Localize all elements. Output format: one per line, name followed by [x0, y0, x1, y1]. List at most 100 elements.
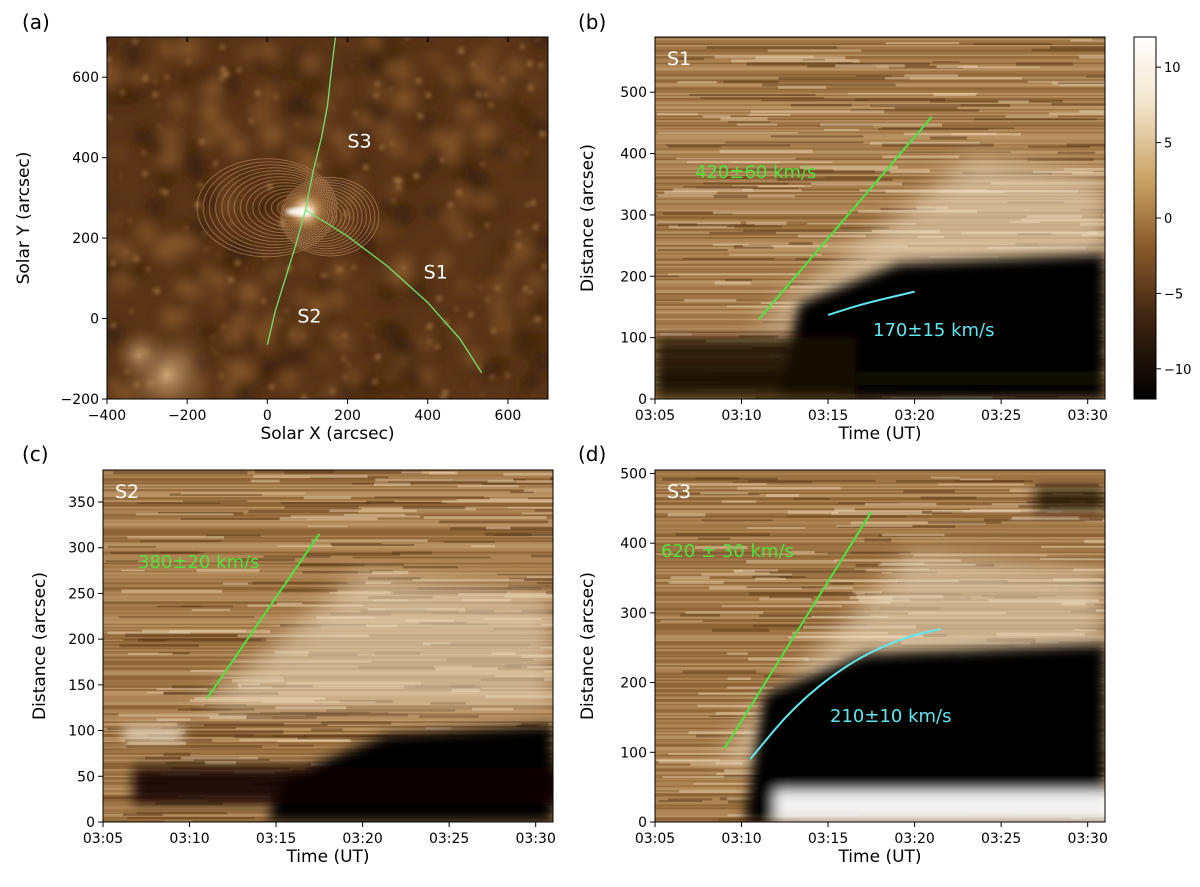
streak	[655, 160, 1105, 162]
network-cell	[298, 257, 310, 269]
streak-dash	[671, 483, 767, 486]
bright-point	[440, 394, 446, 399]
streak	[655, 54, 1105, 57]
streak-dash	[674, 552, 761, 555]
streak-dash	[762, 83, 896, 87]
axes-panel-b: 03:05 03:10 03:15 03:20 03:25 03:30 0 100 200 300…	[578, 10, 1108, 444]
network-cell	[302, 74, 324, 97]
streak	[655, 484, 1105, 487]
plot-frame	[654, 469, 1106, 823]
bright-point	[352, 265, 356, 270]
panel-label: (c)	[22, 442, 49, 466]
streak	[655, 548, 1105, 551]
speed-label: 380±20 km/s	[138, 552, 259, 573]
x-axis-label: Time (UT)	[837, 847, 921, 867]
y-tick-label: 350	[68, 495, 95, 511]
streak-dash	[998, 100, 1029, 104]
streak-dash	[927, 521, 1002, 524]
streak-dash	[127, 741, 186, 745]
network-cell	[293, 68, 305, 80]
bright-point	[146, 267, 151, 271]
streak-dash	[472, 707, 514, 711]
network-cell	[355, 284, 364, 292]
streak-dash	[158, 652, 190, 655]
y-tick-label: 400	[72, 151, 99, 167]
streak-dash	[746, 586, 825, 588]
network-cell	[188, 217, 211, 241]
network-cell	[295, 133, 314, 152]
streak-dash	[232, 558, 296, 562]
network-cell	[362, 342, 374, 355]
streak	[655, 519, 1105, 522]
network-cell	[319, 276, 336, 292]
streak-dash	[855, 98, 946, 102]
streak-dash	[387, 480, 517, 484]
bright-point	[175, 117, 179, 121]
streak	[655, 562, 1105, 565]
streak-dash	[168, 629, 271, 634]
streak	[103, 593, 553, 595]
streak-dash	[443, 540, 496, 543]
streak-dash	[736, 486, 841, 490]
streak-dash	[697, 537, 731, 540]
bright-point	[336, 267, 343, 273]
bright-point	[481, 394, 484, 397]
streak-dash	[140, 540, 222, 543]
streak	[103, 719, 553, 722]
network-cell	[397, 356, 408, 368]
streak-dash	[1048, 112, 1105, 116]
bright-point	[396, 185, 402, 191]
streak-dash	[733, 569, 779, 572]
streak-dash	[118, 616, 255, 618]
bright-point	[128, 218, 132, 222]
streak	[655, 206, 1105, 209]
streak	[655, 505, 1105, 507]
streak-dash	[657, 223, 697, 226]
streak-dash	[787, 510, 923, 514]
streak-dash	[135, 513, 234, 516]
streak	[103, 732, 553, 735]
network-cell	[344, 370, 361, 386]
network-cell	[147, 197, 165, 215]
streak	[103, 481, 553, 483]
network-cell	[511, 146, 519, 155]
network-cell	[517, 386, 524, 394]
bright-point	[236, 68, 242, 73]
streak-dash	[807, 222, 916, 225]
streak	[655, 126, 1105, 129]
bright-base	[775, 790, 1105, 822]
slit-s2	[266, 209, 307, 345]
network-cell	[416, 41, 427, 52]
streak-dash	[1072, 172, 1105, 176]
bright-point	[284, 308, 289, 313]
x-axis-label: Time (UT)	[285, 847, 369, 867]
bright-point	[475, 91, 482, 97]
streak-dash	[824, 176, 878, 179]
streak-dash	[722, 176, 749, 179]
bright-point	[525, 151, 529, 155]
network-cell	[279, 349, 299, 370]
streak-dash	[755, 577, 787, 580]
bright-point	[343, 376, 347, 380]
streak	[655, 473, 1105, 475]
network-cell	[170, 296, 185, 311]
network-cell	[170, 97, 187, 114]
bright-point	[516, 230, 521, 235]
bright-point	[220, 44, 226, 50]
streak-dash	[690, 763, 762, 766]
streak-dash	[675, 533, 770, 537]
slit-label-s3: S3	[347, 131, 371, 153]
speed-label: 210±10 km/s	[830, 706, 951, 727]
streak-dash	[882, 533, 945, 537]
streak	[103, 527, 553, 530]
bright-point	[539, 319, 543, 322]
y-axis-label: Solar Y (arcsec)	[14, 152, 34, 285]
x-axis-label: Time (UT)	[837, 424, 921, 444]
streak-dash	[1039, 558, 1105, 560]
streak-dash	[1057, 151, 1095, 154]
streak-dash	[1011, 516, 1080, 520]
streak-dash	[721, 500, 757, 503]
network-cell	[344, 60, 358, 75]
streak-dash	[748, 113, 791, 116]
network-cell	[434, 345, 448, 359]
